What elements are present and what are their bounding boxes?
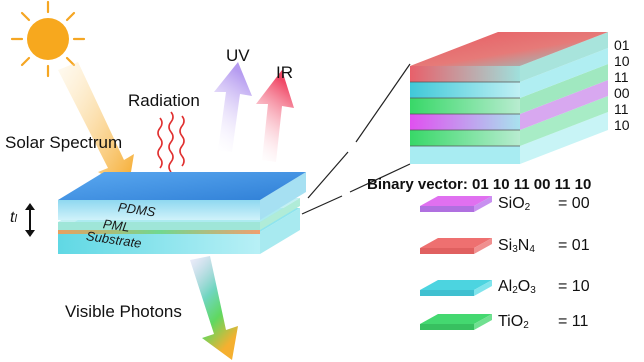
legend-formula-al2o3: Al2O3 bbox=[498, 278, 536, 296]
legend-swatch-al2o3 bbox=[420, 280, 492, 296]
wavy-radiation-icon bbox=[157, 111, 185, 173]
legend-swatch-tio2 bbox=[420, 314, 492, 330]
visible-arrow-icon bbox=[190, 256, 238, 360]
legend-row-al2o3: Al2O3 = 10 bbox=[498, 278, 590, 296]
legend-formula-tio2: TiO2 bbox=[498, 313, 529, 331]
stack-code-3: 11 bbox=[614, 69, 629, 85]
stack-code-6: 10 bbox=[614, 117, 630, 133]
stack-code-4: 00 bbox=[614, 85, 630, 101]
sun-icon bbox=[10, 0, 86, 78]
legend-code-al2o3: = 10 bbox=[558, 278, 590, 295]
legend-row-tio2: TiO2 = 11 bbox=[498, 313, 588, 331]
solar-spectrum-label: Solar Spectrum bbox=[5, 133, 123, 152]
stack-code-2: 10 bbox=[614, 53, 630, 69]
binary-vector-label: Binary vector: 01 10 11 00 11 10 bbox=[367, 176, 592, 193]
legend-formula-si3n4: Si3N4 bbox=[498, 237, 535, 255]
solar-arrow-icon bbox=[58, 62, 134, 190]
stack-code-1: 01 bbox=[614, 37, 630, 53]
ir-arrow-icon bbox=[256, 70, 294, 162]
visible-photons-label: Visible Photons bbox=[65, 302, 182, 321]
legend-row-sio2: SiO2 = 00 bbox=[498, 195, 590, 213]
ir-label: IR bbox=[276, 63, 293, 82]
uv-arrow-icon bbox=[214, 62, 252, 152]
legend-swatch-si3n4 bbox=[420, 238, 492, 254]
legend-row-si3n4: Si3N4 = 01 bbox=[498, 237, 590, 255]
double-arrow-icon bbox=[25, 203, 35, 237]
zoom-lines bbox=[301, 63, 411, 215]
thickness-label: tl bbox=[10, 209, 17, 226]
device-pdms bbox=[58, 172, 306, 220]
radiation-label: Radiation bbox=[128, 91, 200, 110]
legend-code-tio2: = 11 bbox=[558, 313, 589, 330]
multilayer-stack bbox=[410, 32, 608, 164]
stack-code-5: 11 bbox=[614, 101, 629, 117]
legend-code-sio2: = 00 bbox=[558, 195, 590, 212]
uv-label: UV bbox=[226, 46, 250, 65]
legend-swatch-sio2 bbox=[420, 196, 492, 212]
legend-code-si3n4: = 01 bbox=[558, 237, 590, 254]
legend-formula-sio2: SiO2 bbox=[498, 195, 531, 213]
